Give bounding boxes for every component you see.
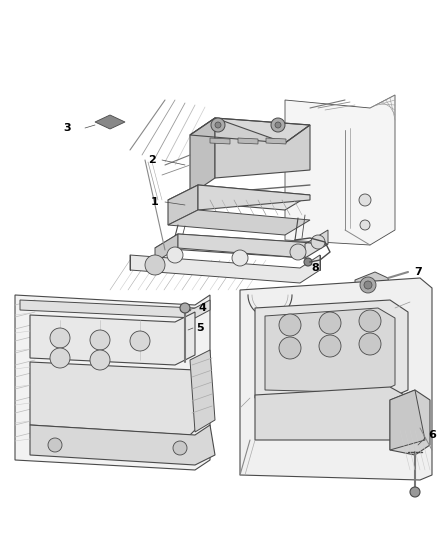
Circle shape	[410, 487, 420, 497]
Circle shape	[360, 277, 376, 293]
Text: 8: 8	[311, 263, 319, 273]
Polygon shape	[178, 230, 328, 258]
Polygon shape	[15, 295, 210, 470]
Text: 2: 2	[148, 155, 156, 165]
Circle shape	[271, 118, 285, 132]
Polygon shape	[255, 300, 408, 398]
Polygon shape	[168, 185, 198, 225]
Circle shape	[304, 258, 312, 266]
Polygon shape	[390, 390, 430, 455]
Polygon shape	[30, 360, 205, 435]
Circle shape	[360, 220, 370, 230]
Text: 5: 5	[196, 323, 204, 333]
Circle shape	[275, 122, 281, 128]
Polygon shape	[198, 185, 310, 210]
Polygon shape	[355, 272, 390, 298]
Polygon shape	[30, 425, 215, 465]
Circle shape	[364, 281, 372, 289]
Polygon shape	[190, 350, 215, 432]
Polygon shape	[20, 300, 210, 318]
Circle shape	[232, 250, 248, 266]
Circle shape	[215, 122, 221, 128]
Circle shape	[50, 328, 70, 348]
Circle shape	[279, 314, 301, 336]
Circle shape	[290, 244, 306, 260]
Circle shape	[167, 247, 183, 263]
Circle shape	[279, 337, 301, 359]
Polygon shape	[210, 138, 230, 144]
Polygon shape	[266, 138, 286, 144]
Circle shape	[359, 333, 381, 355]
Text: 1: 1	[151, 197, 159, 207]
Circle shape	[311, 235, 325, 249]
Polygon shape	[155, 234, 178, 262]
Text: 4: 4	[198, 303, 206, 313]
Polygon shape	[240, 278, 432, 480]
Polygon shape	[190, 118, 310, 143]
Polygon shape	[255, 387, 408, 440]
Circle shape	[50, 348, 70, 368]
Circle shape	[130, 331, 150, 351]
Polygon shape	[168, 185, 310, 210]
Circle shape	[173, 441, 187, 455]
Circle shape	[90, 350, 110, 370]
Circle shape	[211, 118, 225, 132]
Circle shape	[90, 330, 110, 350]
Polygon shape	[215, 118, 310, 178]
Circle shape	[359, 194, 371, 206]
Polygon shape	[130, 255, 320, 283]
Text: 7: 7	[414, 267, 422, 277]
Circle shape	[48, 438, 62, 452]
Circle shape	[319, 335, 341, 357]
Circle shape	[180, 303, 190, 313]
Polygon shape	[285, 95, 395, 245]
Polygon shape	[168, 210, 310, 235]
Text: 6: 6	[428, 430, 436, 440]
Circle shape	[359, 310, 381, 332]
Polygon shape	[155, 234, 328, 258]
Polygon shape	[190, 118, 215, 195]
Polygon shape	[390, 390, 425, 450]
Polygon shape	[265, 308, 395, 393]
Circle shape	[319, 312, 341, 334]
Circle shape	[145, 255, 165, 275]
Polygon shape	[30, 312, 195, 365]
Polygon shape	[238, 138, 258, 144]
Text: 3: 3	[63, 123, 71, 133]
Polygon shape	[95, 115, 125, 129]
